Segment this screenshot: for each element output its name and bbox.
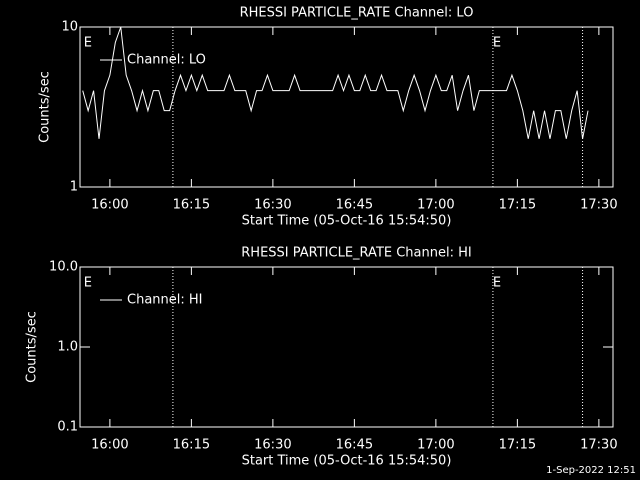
y-tick-label: 1 [70, 180, 78, 195]
y-tick-label: 0.1 [57, 420, 78, 435]
x-tick-label: 16:00 [91, 438, 128, 453]
y-tick-label: 10 [61, 20, 78, 35]
y-tick-label: 1.0 [57, 340, 78, 355]
data-line [82, 26, 589, 139]
x-tick-label: 16:15 [173, 198, 210, 213]
x-tick-label: 17:15 [499, 438, 536, 453]
chart-title: RHESSI PARTICLE_RATE Channel: HI [241, 246, 471, 261]
annotation: E [493, 36, 501, 51]
y-tick-label: 10.0 [49, 260, 78, 275]
plot-frame [79, 26, 614, 188]
footer: 1-Sep-2022 12:51 [546, 465, 636, 476]
chart-title: RHESSI PARTICLE_RATE Channel: LO [240, 6, 474, 21]
x-tick-label: 17:30 [580, 438, 617, 453]
x-axis-label: Start Time (05-Oct-16 15:54:50) [242, 214, 452, 229]
legend-label: Channel: HI [127, 293, 203, 308]
x-tick-label: 16:00 [91, 198, 128, 213]
x-tick-label: 16:45 [336, 438, 373, 453]
y-axis-label: Counts/sec [25, 311, 40, 383]
legend-label: Channel: LO [127, 53, 206, 68]
annotation: E [84, 276, 92, 291]
x-tick-label: 16:30 [254, 438, 291, 453]
annotation: E [84, 36, 92, 51]
y-axis-label: Counts/sec [38, 71, 53, 143]
x-tick-label: 17:00 [417, 198, 454, 213]
annotation: E [493, 276, 501, 291]
x-tick-label: 16:45 [336, 198, 373, 213]
x-tick-label: 17:15 [499, 198, 536, 213]
x-tick-label: 16:15 [173, 438, 210, 453]
x-tick-label: 17:00 [417, 438, 454, 453]
plot-frame [79, 266, 614, 428]
x-axis-label: Start Time (05-Oct-16 15:54:50) [242, 454, 452, 469]
x-tick-label: 16:30 [254, 198, 291, 213]
x-tick-label: 17:30 [580, 198, 617, 213]
